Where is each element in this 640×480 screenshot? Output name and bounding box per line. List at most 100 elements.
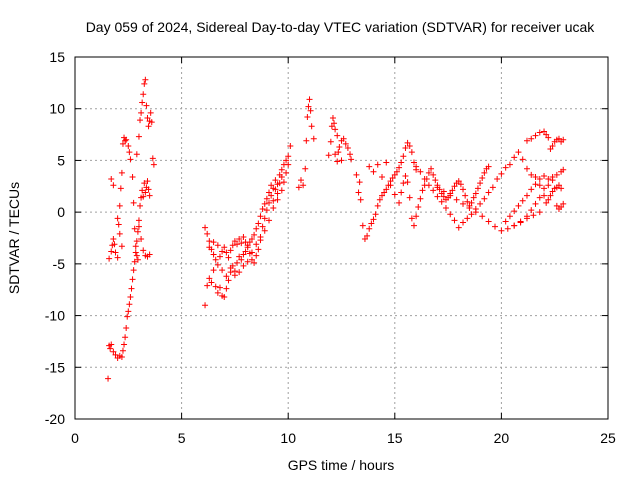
data-point <box>219 267 226 274</box>
data-point <box>307 107 314 114</box>
data-point <box>479 213 486 220</box>
data-point <box>347 151 354 158</box>
data-point <box>381 189 388 196</box>
data-point <box>240 233 247 240</box>
x-axis-label: GPS time / hours <box>288 457 395 473</box>
data-point <box>131 258 138 265</box>
data-point <box>216 253 223 260</box>
data-point <box>536 194 543 201</box>
data-point <box>278 173 285 180</box>
data-point <box>335 149 342 156</box>
data-point <box>541 172 548 179</box>
data-point <box>462 192 469 199</box>
data-point <box>266 217 273 224</box>
data-point <box>257 233 264 240</box>
data-point <box>464 215 471 222</box>
data-point <box>127 293 134 300</box>
data-point <box>523 137 530 144</box>
data-point <box>528 186 535 193</box>
data-point <box>356 179 363 186</box>
series-arc-e <box>202 161 292 268</box>
data-point <box>393 168 400 175</box>
data-point <box>119 140 126 147</box>
data-point <box>481 169 488 176</box>
data-point <box>410 159 417 166</box>
data-point <box>558 185 565 192</box>
data-point <box>370 216 377 223</box>
data-point <box>244 244 251 251</box>
data-point <box>553 202 560 209</box>
data-point <box>379 192 386 199</box>
data-point <box>523 192 530 199</box>
data-point <box>145 186 152 193</box>
data-point <box>132 243 139 250</box>
data-point <box>122 137 129 144</box>
chart-title: Day 059 of 2024, Sidereal Day-to-day VTE… <box>86 19 596 35</box>
data-point <box>216 284 223 291</box>
data-point <box>545 182 552 189</box>
data-point <box>303 137 310 144</box>
data-point <box>304 113 311 120</box>
data-point <box>374 161 381 168</box>
data-point <box>328 123 335 130</box>
data-point <box>124 313 131 320</box>
series-arc-n <box>511 182 567 229</box>
data-point <box>204 230 211 237</box>
data-point <box>536 129 543 136</box>
data-point <box>523 165 530 172</box>
data-point <box>240 262 247 269</box>
data-point <box>543 199 550 206</box>
data-point <box>464 198 471 205</box>
data-point <box>453 196 460 203</box>
data-point <box>432 177 439 184</box>
data-point <box>485 163 492 170</box>
data-point <box>536 182 543 189</box>
data-point <box>472 209 479 216</box>
data-point <box>545 196 552 203</box>
data-point <box>536 176 543 183</box>
data-point <box>325 152 332 159</box>
data-point <box>353 171 360 178</box>
data-point <box>536 209 543 216</box>
data-point <box>492 223 499 230</box>
data-point <box>127 156 134 163</box>
data-point <box>116 230 123 237</box>
data-point <box>142 76 149 83</box>
data-point <box>140 91 147 98</box>
data-point <box>108 341 115 348</box>
series-arc-h <box>325 115 355 165</box>
data-point <box>270 197 277 204</box>
data-point <box>263 207 270 214</box>
data-point <box>253 225 260 232</box>
data-point <box>545 134 552 141</box>
data-point <box>219 248 226 255</box>
data-point <box>231 238 238 245</box>
data-point <box>285 153 292 160</box>
data-point <box>268 182 275 189</box>
data-point <box>126 301 133 308</box>
data-point <box>300 182 307 189</box>
data-point <box>460 186 467 193</box>
data-point <box>396 164 403 171</box>
data-point <box>383 159 390 166</box>
data-point <box>530 212 537 219</box>
data-point <box>391 191 398 198</box>
data-point <box>134 256 141 263</box>
data-point <box>502 218 509 225</box>
data-point <box>366 163 373 170</box>
data-point <box>468 199 475 206</box>
data-point <box>308 123 315 130</box>
data-point <box>125 142 132 149</box>
data-point <box>143 102 150 109</box>
data-point <box>466 205 473 212</box>
data-point <box>541 128 548 135</box>
data-point <box>248 236 255 243</box>
data-point <box>134 228 141 235</box>
data-point <box>402 172 409 179</box>
data-point <box>532 181 539 188</box>
data-point <box>210 239 217 246</box>
data-point <box>272 186 279 193</box>
data-point <box>366 225 373 232</box>
data-point <box>114 215 121 222</box>
data-point <box>108 176 115 183</box>
